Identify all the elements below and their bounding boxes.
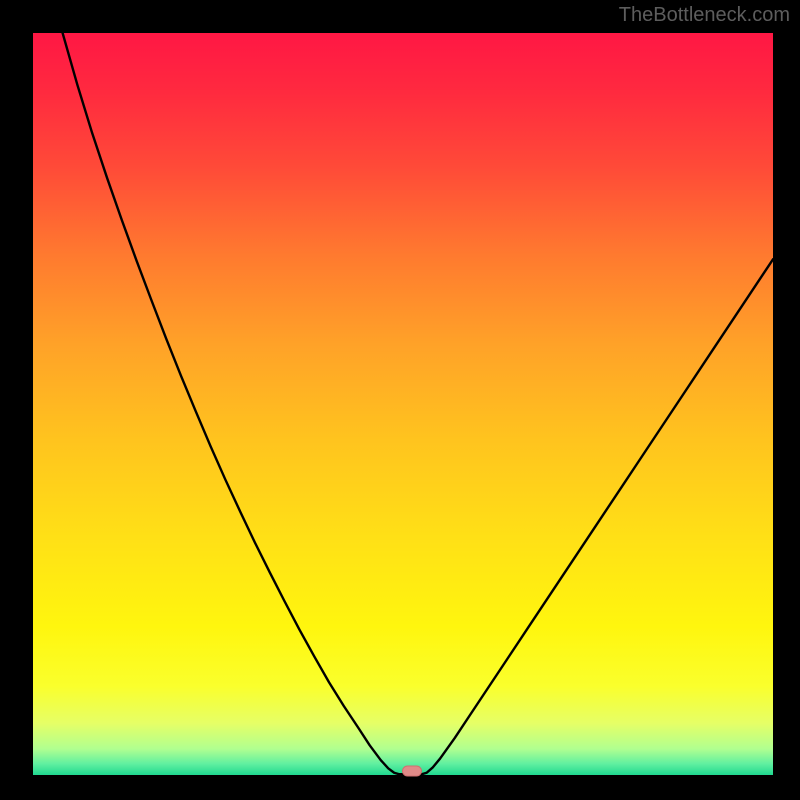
optimum-marker [402, 765, 422, 776]
curve-svg [33, 33, 773, 775]
chart-container [33, 33, 773, 775]
bottleneck-curve [63, 33, 773, 774]
watermark-text: TheBottleneck.com [619, 4, 790, 27]
